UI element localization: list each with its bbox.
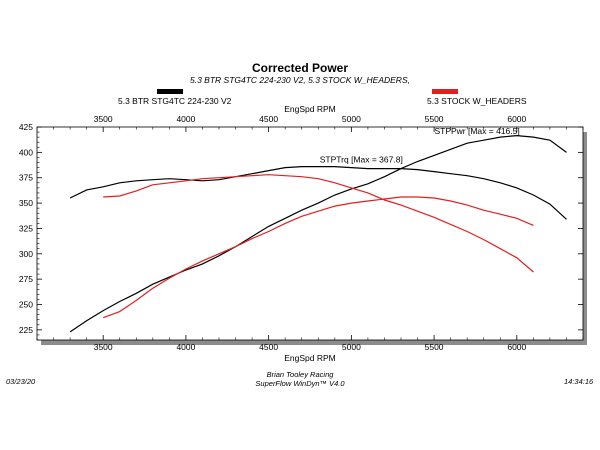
curve-annotation: STPTrq [Max = 367.8] xyxy=(320,155,403,165)
y-tick-label: 375 xyxy=(19,173,33,183)
series-line-0-1 xyxy=(69,134,567,333)
y-tick-label: 425 xyxy=(19,122,33,132)
x-tick-label-top: 3500 xyxy=(94,114,113,124)
x-tick-label-bottom: 6000 xyxy=(507,342,526,352)
x-tick-label-bottom: 4500 xyxy=(259,342,278,352)
x-tick-label-bottom: 3500 xyxy=(94,342,113,352)
x-axis-label-bottom: EngSpd RPM xyxy=(284,353,336,363)
footer-date: 03/23/20 xyxy=(6,377,36,386)
x-tick-label-top: 4000 xyxy=(176,114,195,124)
x-tick-label-top: 5500 xyxy=(425,114,444,124)
y-tick-label: 250 xyxy=(19,300,33,310)
y-tick-label: 325 xyxy=(19,223,33,233)
y-tick-label: 400 xyxy=(19,147,33,157)
y-tick-label: 300 xyxy=(19,249,33,259)
plot-area xyxy=(36,126,584,341)
footer-time: 14:34:16 xyxy=(564,377,594,386)
x-tick-label-bottom: 4000 xyxy=(176,342,195,352)
series-line-1-1 xyxy=(102,196,534,319)
chart-subtitle: 5.3 BTR STG4TC 224-230 V2, 5.3 STOCK W_H… xyxy=(190,75,410,85)
x-tick-label-bottom: 5500 xyxy=(425,342,444,352)
footer-shop: Brian Tooley Racing xyxy=(266,370,334,379)
x-axis-label-top: EngSpd RPM xyxy=(284,104,336,114)
footer-software: SuperFlow WinDyn™ V4.0 xyxy=(255,379,345,388)
y-tick-label: 275 xyxy=(19,274,33,284)
x-tick-label-top: 5000 xyxy=(342,114,361,124)
x-tick-label-bottom: 5000 xyxy=(342,342,361,352)
series-line-1-0 xyxy=(103,174,534,273)
legend-swatch-stock xyxy=(432,89,458,94)
legend-swatch-btr xyxy=(157,89,183,94)
y-tick-label: 350 xyxy=(19,198,33,208)
legend-label-btr: 5.3 BTR STG4TC 224-230 V2 xyxy=(118,96,232,106)
y-tick-label: 225 xyxy=(19,325,33,335)
legend-label-stock: 5.3 STOCK W_HEADERS xyxy=(427,96,527,106)
x-tick-label-top: 4500 xyxy=(259,114,278,124)
series-line-0-0 xyxy=(69,166,567,220)
x-tick-label-top: 6000 xyxy=(507,114,526,124)
chart-title: Corrected Power xyxy=(251,61,349,75)
curve-annotation: STPPwr [Max = 416.5] xyxy=(434,126,519,136)
